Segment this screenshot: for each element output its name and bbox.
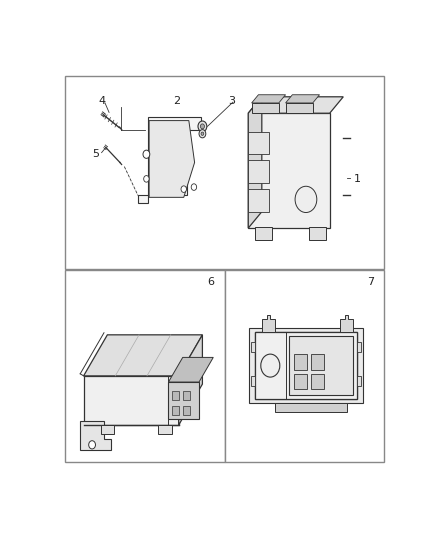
Bar [286,103,313,113]
Bar [357,342,361,352]
Bar [309,227,326,240]
Text: 2: 2 [173,96,180,106]
Bar [251,103,279,113]
Bar [183,391,190,400]
Text: 3: 3 [228,96,235,106]
Polygon shape [249,328,363,403]
Polygon shape [248,97,262,228]
Bar [294,354,307,369]
Circle shape [88,441,95,449]
Bar [255,227,272,240]
Bar [311,374,324,389]
Text: 5: 5 [92,149,99,159]
Bar [251,342,255,352]
Bar [101,425,114,434]
Bar [183,406,190,415]
Polygon shape [248,97,343,113]
Circle shape [198,121,207,132]
Circle shape [191,184,197,190]
Bar [289,336,353,395]
Bar [84,376,179,425]
Bar [294,374,307,389]
Bar [169,382,199,419]
Polygon shape [340,314,353,332]
Bar [255,332,357,399]
Polygon shape [251,95,286,103]
Polygon shape [262,314,276,332]
Bar [172,391,179,400]
Bar [357,376,361,386]
Text: 6: 6 [208,277,214,287]
Polygon shape [169,358,213,382]
Circle shape [143,150,150,158]
Circle shape [295,186,317,213]
Bar [248,189,268,212]
Polygon shape [80,421,111,450]
Circle shape [201,132,204,135]
Bar [251,376,255,386]
Polygon shape [149,120,194,197]
Bar [172,406,179,415]
Circle shape [261,354,280,377]
Polygon shape [138,117,201,204]
Bar [158,425,172,434]
Bar [248,113,330,228]
Circle shape [199,130,206,138]
Text: 4: 4 [99,96,106,106]
Bar [226,270,384,462]
Bar [248,160,268,183]
Polygon shape [179,335,202,425]
Polygon shape [286,95,319,103]
Bar [255,332,357,399]
Polygon shape [276,403,346,412]
Circle shape [144,175,149,182]
Circle shape [200,124,205,129]
Bar [65,76,384,269]
Bar [311,354,324,369]
Text: 1: 1 [353,174,360,184]
Circle shape [181,186,187,192]
Bar [248,132,268,154]
Text: 7: 7 [367,277,374,287]
Bar [65,270,226,462]
Polygon shape [84,335,202,376]
